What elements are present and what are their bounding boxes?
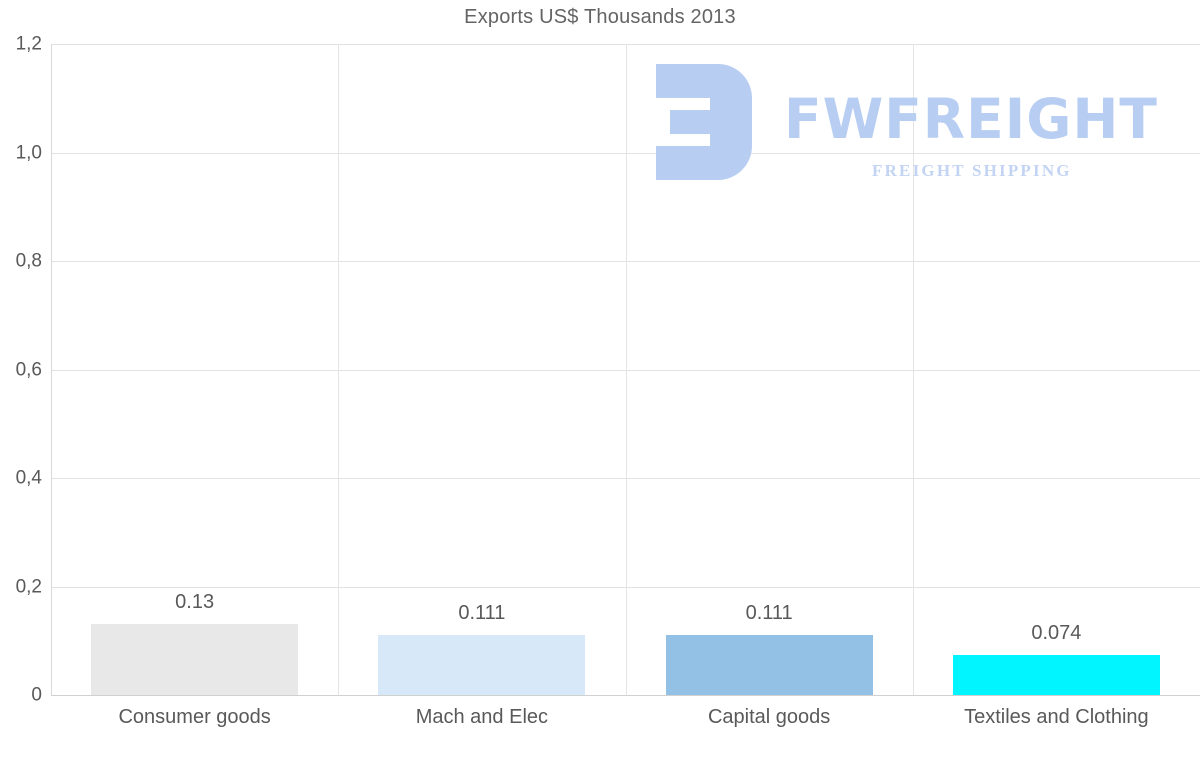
gridline-x (625, 44, 627, 695)
y-axis-tick-label: 0,2 (15, 576, 42, 597)
x-axis-category-label: Capital goods (707, 706, 831, 728)
gridline-y (51, 695, 1200, 696)
bar-value-label: 0.111 (458, 601, 506, 624)
bar[interactable] (91, 624, 299, 695)
bar[interactable] (665, 634, 873, 695)
bar[interactable] (952, 654, 1160, 695)
plot-area (51, 44, 1200, 696)
x-axis-category-label: Consumer goods (118, 706, 271, 728)
bar[interactable] (378, 634, 586, 695)
x-axis-category-label: Textiles and Clothing (964, 706, 1149, 728)
bar-value-label: 0.111 (745, 601, 793, 624)
y-axis-line (51, 44, 52, 695)
y-axis-tick-label: 1,0 (15, 142, 42, 163)
chart-title: Exports US$ Thousands 2013 (464, 6, 736, 28)
gridline-x (912, 44, 914, 695)
x-axis-category-label: Mach and Elec (415, 706, 549, 728)
bar-value-label: 0.074 (1031, 621, 1082, 644)
gridline-x (338, 44, 340, 695)
y-axis-tick-label: 1,2 (15, 33, 42, 55)
y-axis-tick-label: 0,4 (15, 467, 42, 489)
y-axis-tick-label: 0,6 (15, 359, 42, 380)
bar-value-label: 0.13 (175, 591, 215, 614)
y-axis-tick-label: 0,8 (15, 250, 42, 272)
y-axis-tick-label: 0 (31, 684, 42, 706)
